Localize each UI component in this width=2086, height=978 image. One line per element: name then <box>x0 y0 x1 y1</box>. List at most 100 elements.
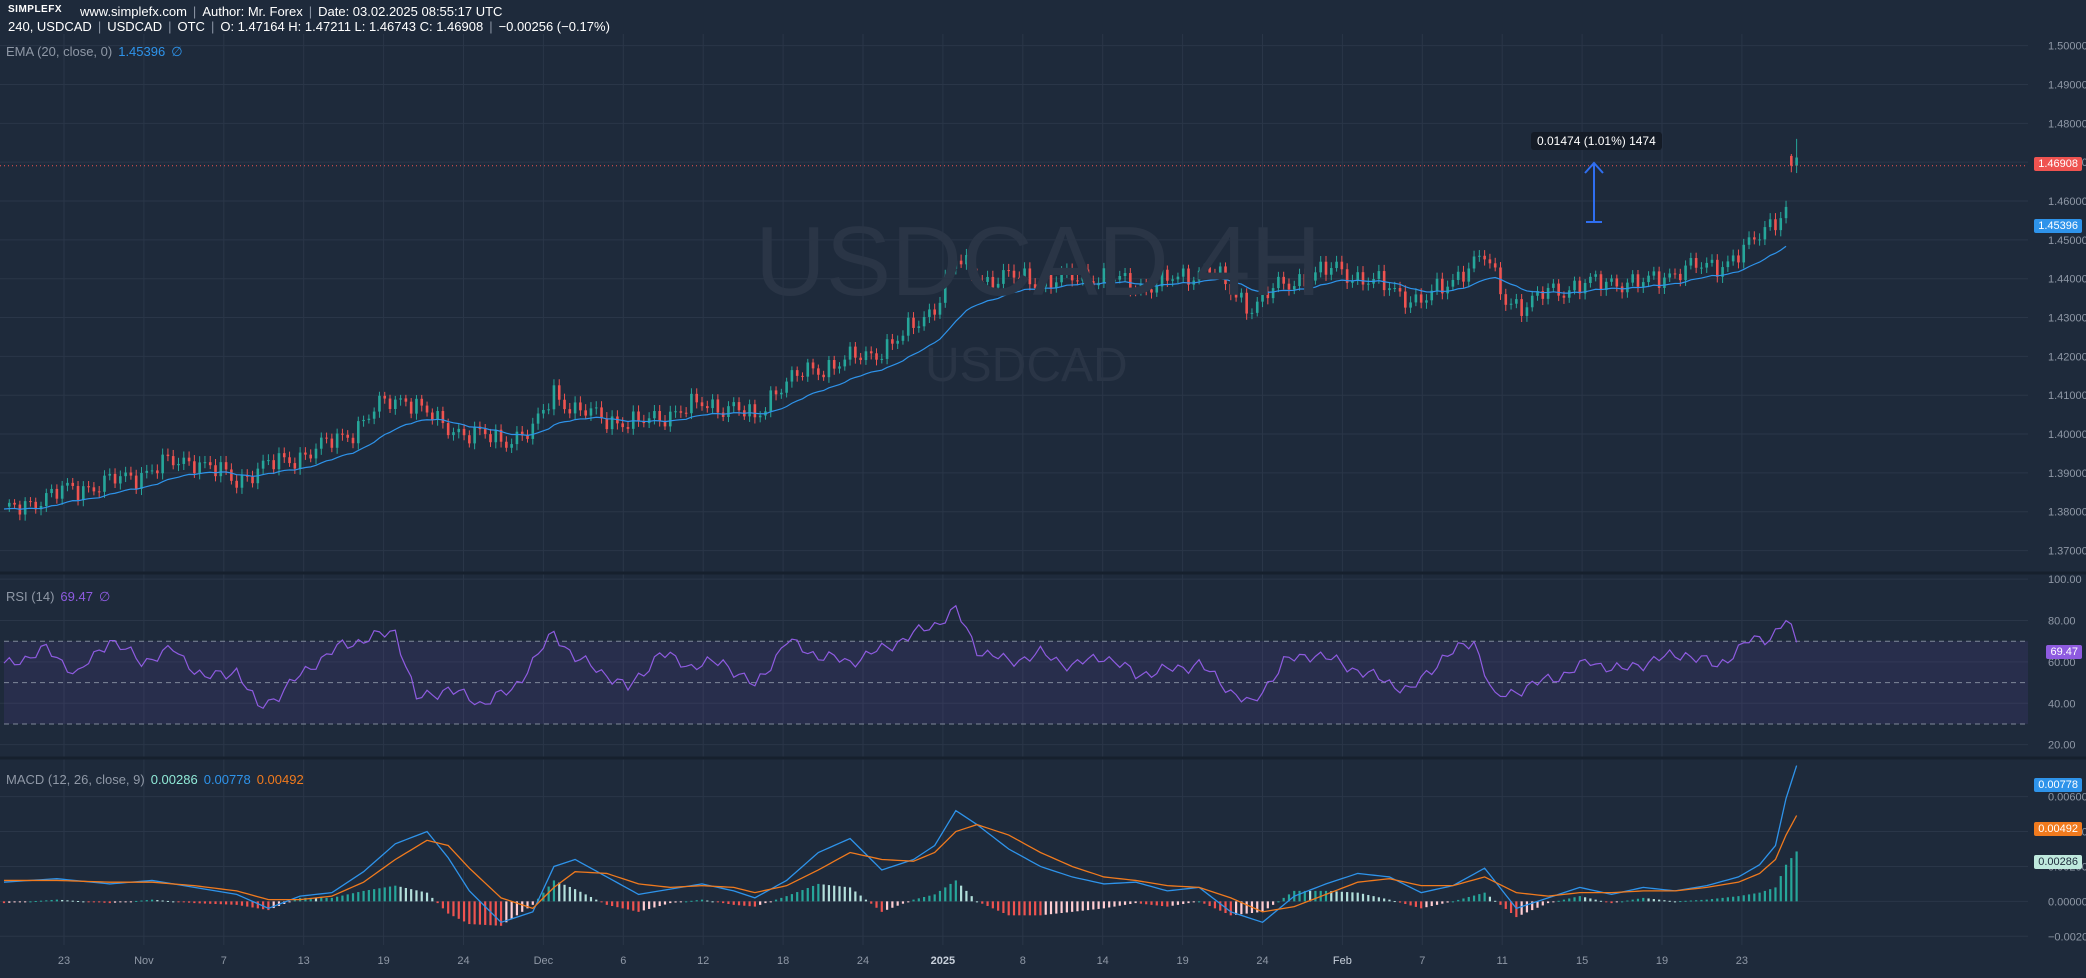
macd-histogram-bar <box>1700 899 1703 902</box>
candle-body <box>108 473 112 476</box>
macd-histogram-bar <box>1086 901 1090 911</box>
x-tick-label: Dec <box>534 955 554 967</box>
candle-body <box>267 460 270 462</box>
macd-histogram-bar <box>341 895 344 902</box>
candle-body <box>415 398 418 414</box>
macd-histogram-bar <box>24 901 27 903</box>
macd-histogram-bar <box>1679 901 1682 903</box>
macd-histogram-bar <box>1568 898 1571 902</box>
candle-body <box>1652 271 1656 276</box>
macd-histogram-bar <box>1028 901 1031 916</box>
macd-histogram-bar <box>378 888 381 902</box>
candle-body <box>219 462 223 477</box>
candle-body <box>827 360 831 378</box>
macd-tick-label: 0.00600 <box>2048 792 2086 804</box>
macd-histogram-bar <box>1642 897 1645 902</box>
x-tick-label: 13 <box>298 955 310 967</box>
candle-body <box>838 366 841 369</box>
macd-histogram-bar <box>256 901 259 909</box>
macd-histogram-bar <box>663 901 667 905</box>
macd-histogram-bar <box>1647 898 1650 902</box>
macd-histogram-bar <box>1774 887 1777 902</box>
header-site[interactable]: www.simplefx.com <box>80 4 187 19</box>
candle-body <box>1245 292 1248 314</box>
candle-body <box>1636 274 1640 287</box>
candle-body <box>1250 312 1254 314</box>
price-tick-label: 1.42000 <box>2048 351 2086 363</box>
macd-histogram-bar <box>1747 894 1751 902</box>
watermark-title: USDCAD 4H <box>755 206 1322 316</box>
macd-histogram-bar <box>1007 901 1010 916</box>
candle-body <box>1689 258 1693 266</box>
x-tick-label: 19 <box>1656 955 1668 967</box>
macd-legend[interactable]: MACD (12, 26, close, 9) 0.00286 0.00778 0.0… <box>6 772 304 787</box>
candle-body <box>383 395 387 399</box>
candle-body <box>1763 227 1767 240</box>
candle-body <box>436 411 439 420</box>
rsi-legend[interactable]: RSI (14) 69.47 ∅ <box>6 589 110 605</box>
candle-body <box>653 411 656 419</box>
macd-histogram-bar <box>34 901 37 903</box>
candle-body <box>1425 300 1428 303</box>
macd-histogram-bar <box>1065 901 1068 913</box>
candle-body <box>891 339 894 344</box>
candle-body <box>1668 273 1672 278</box>
candle-body <box>277 453 281 470</box>
macd-histogram-bar <box>55 899 58 902</box>
measure-arrow-head <box>1584 161 1604 174</box>
rsi-hidden-icon[interactable]: ∅ <box>98 589 111 604</box>
macd-histogram-bar <box>336 896 339 902</box>
candle-body <box>1329 268 1333 275</box>
ema-hidden-icon[interactable]: ∅ <box>171 44 183 59</box>
x-tick-label: 24 <box>457 955 469 967</box>
macd-histogram-bar <box>579 891 582 902</box>
macd-histogram-bar <box>1023 901 1026 916</box>
candle-body <box>272 460 275 470</box>
candle-body <box>39 505 43 510</box>
candle-body <box>378 395 381 412</box>
candle-body <box>1208 267 1211 273</box>
candle-body <box>346 434 350 438</box>
candle-body <box>1398 288 1402 292</box>
ema-legend[interactable]: EMA (20, close, 0) 1.45396 ∅ <box>6 44 183 60</box>
candle-body <box>1610 278 1613 282</box>
macd-histogram-bar <box>1462 898 1465 902</box>
candle-body <box>409 401 413 414</box>
macd-histogram-bar <box>1663 900 1666 902</box>
candle-body <box>695 393 699 403</box>
macd-histogram-bar <box>1049 901 1053 915</box>
macd-histogram-bar <box>970 896 973 902</box>
macd-histogram-bar <box>113 901 117 903</box>
x-tick-label: 23 <box>58 955 70 967</box>
candle-body <box>1070 269 1074 281</box>
candle-body <box>1361 272 1365 285</box>
macd-histogram-bar <box>1636 898 1640 902</box>
macd-histogram-bar <box>748 901 751 907</box>
price-tick-label: 1.49000 <box>2048 79 2086 91</box>
candle-body <box>50 488 53 494</box>
macd-histogram-bar <box>1261 901 1264 912</box>
candle-body <box>753 404 757 418</box>
macd-histogram-bar <box>172 901 175 903</box>
macd-histogram-bar <box>991 901 994 909</box>
macd-histogram-bar <box>166 900 170 902</box>
candle-body <box>1197 270 1201 281</box>
macd-histogram-bar <box>1324 890 1328 902</box>
macd-histogram-bar <box>632 901 635 911</box>
macd-histogram-bar <box>219 901 222 905</box>
candle-body <box>1351 280 1354 283</box>
candle-body <box>732 402 736 407</box>
candle-body <box>404 398 408 402</box>
macd-histogram-bar <box>965 890 968 902</box>
candle-body <box>452 432 455 436</box>
macd-histogram-bar <box>1383 898 1386 902</box>
candle-body <box>1567 290 1571 298</box>
candle-body <box>1647 275 1650 283</box>
macd-histogram-bar <box>267 901 270 911</box>
candle-body <box>288 457 291 464</box>
x-tick-label: 12 <box>697 955 709 967</box>
candle-body <box>1118 275 1122 280</box>
candle-body <box>975 274 979 282</box>
macd-histogram-bar <box>2 901 6 904</box>
